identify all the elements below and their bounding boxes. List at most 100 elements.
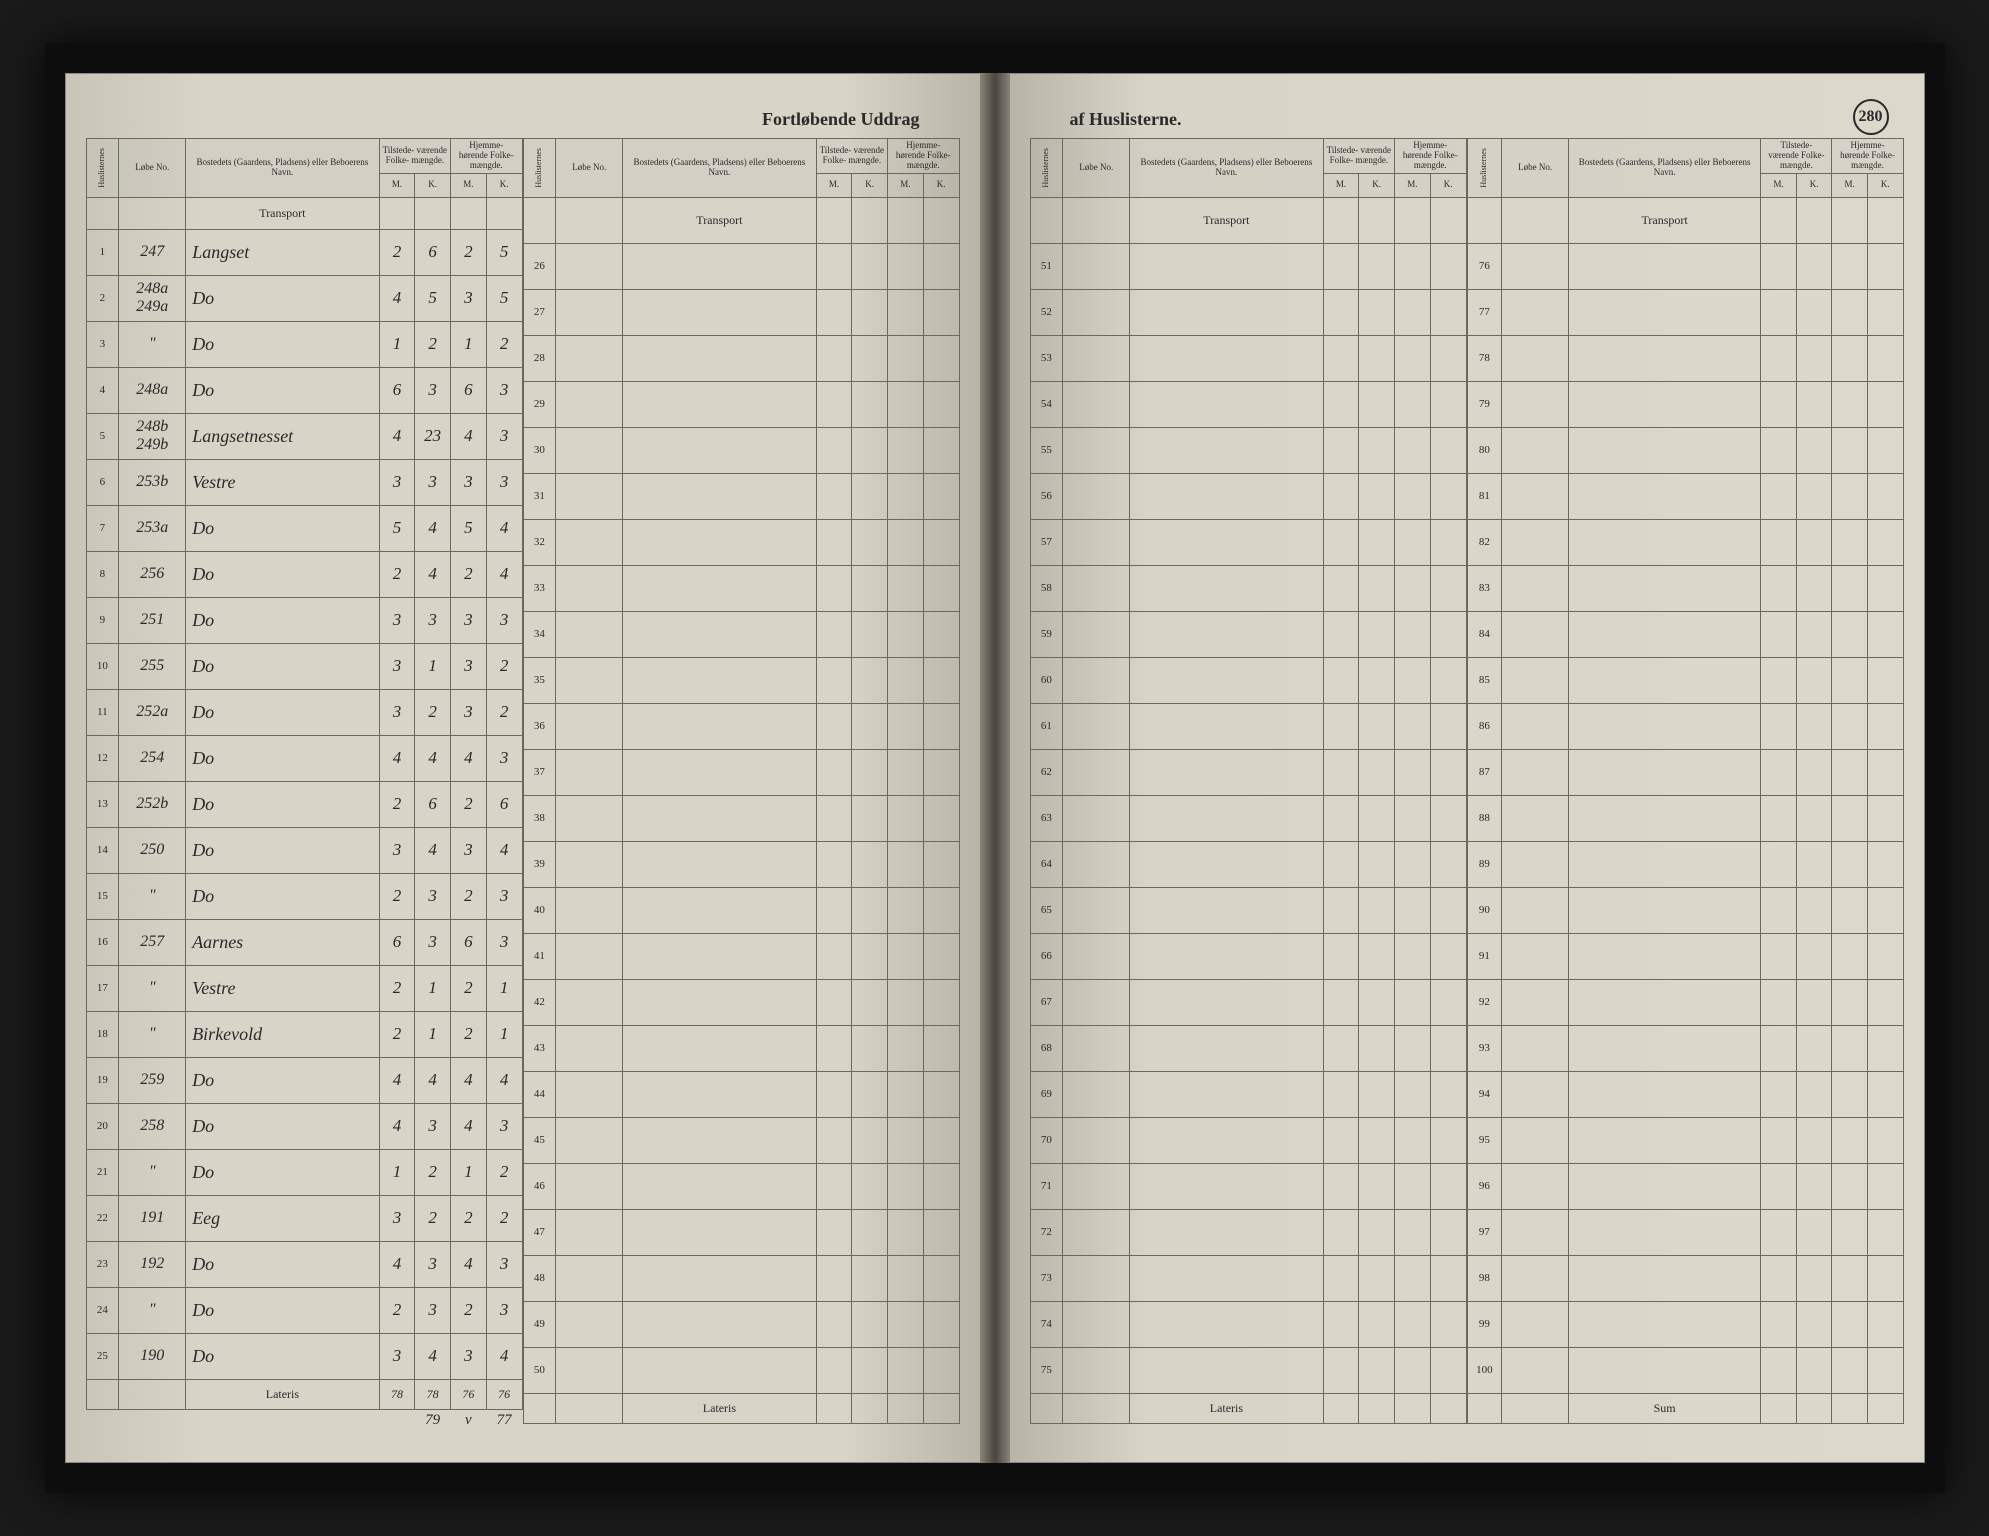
tk bbox=[852, 1025, 888, 1071]
hk bbox=[1430, 1071, 1466, 1117]
lateris-row: Lateris bbox=[1030, 1393, 1466, 1423]
bosted-name bbox=[1130, 1163, 1323, 1209]
hk bbox=[1867, 427, 1903, 473]
row-num: 69 bbox=[1030, 1071, 1063, 1117]
bosted-name bbox=[623, 1347, 816, 1393]
hm bbox=[888, 933, 924, 979]
tm: 2 bbox=[379, 551, 415, 597]
row-num: 10 bbox=[86, 643, 119, 689]
row-num: 59 bbox=[1030, 611, 1063, 657]
lobe-no bbox=[556, 933, 623, 979]
bosted-name bbox=[1568, 519, 1760, 565]
col-tilstede: Tilstede- værende Folke- mængde. bbox=[379, 139, 450, 174]
lobe-no bbox=[556, 473, 623, 519]
table-row: 73 bbox=[1030, 1255, 1466, 1301]
hm bbox=[1832, 427, 1868, 473]
below-row: 79 v 77 bbox=[86, 1409, 522, 1431]
tm: 1 bbox=[379, 321, 415, 367]
hk: 4 bbox=[486, 827, 522, 873]
hm bbox=[1832, 933, 1868, 979]
row-num: 47 bbox=[523, 1209, 556, 1255]
table-row: 29 bbox=[523, 381, 959, 427]
row-num: 71 bbox=[1030, 1163, 1063, 1209]
lobe-no bbox=[1502, 1025, 1569, 1071]
bosted-name bbox=[623, 1301, 816, 1347]
tk bbox=[852, 611, 888, 657]
tk bbox=[1796, 979, 1832, 1025]
hm bbox=[1832, 749, 1868, 795]
tk: 6 bbox=[415, 229, 451, 275]
hk bbox=[1430, 1163, 1466, 1209]
hk bbox=[923, 243, 959, 289]
table-row: 39 bbox=[523, 841, 959, 887]
row-num: 63 bbox=[1030, 795, 1063, 841]
tm bbox=[1761, 427, 1797, 473]
lobe-no: 247 bbox=[119, 229, 186, 275]
lobe-no bbox=[1502, 795, 1569, 841]
lobe-no: 248a bbox=[119, 367, 186, 413]
hm: 6 bbox=[451, 919, 487, 965]
lateris-label: Lateris bbox=[1130, 1393, 1323, 1423]
book-spread: Fortløbende Uddrag Huslisternes Løbe No.… bbox=[45, 43, 1945, 1493]
table-row: 22191Eeg3222 bbox=[86, 1195, 522, 1241]
tk bbox=[852, 243, 888, 289]
hk bbox=[923, 1117, 959, 1163]
tm bbox=[1323, 1025, 1359, 1071]
hm bbox=[888, 703, 924, 749]
col-m: M. bbox=[1832, 173, 1868, 197]
bosted-name bbox=[623, 519, 816, 565]
lobe-no bbox=[556, 427, 623, 473]
tm bbox=[1323, 657, 1359, 703]
row-num: 88 bbox=[1467, 795, 1502, 841]
bosted-name bbox=[1568, 565, 1760, 611]
hk bbox=[1430, 565, 1466, 611]
tk bbox=[1796, 1071, 1832, 1117]
row-num: 78 bbox=[1467, 335, 1502, 381]
tk bbox=[1359, 887, 1395, 933]
table-row: 67 bbox=[1030, 979, 1466, 1025]
lobe-no bbox=[1502, 657, 1569, 703]
lobe-no bbox=[556, 841, 623, 887]
tk bbox=[1359, 1163, 1395, 1209]
table-row: 98 bbox=[1467, 1255, 1903, 1301]
bosted-name bbox=[1130, 795, 1323, 841]
bosted-name: Do bbox=[186, 735, 379, 781]
tm: 2 bbox=[379, 1287, 415, 1333]
bosted-name bbox=[623, 473, 816, 519]
tm: 3 bbox=[379, 1333, 415, 1379]
tk bbox=[1796, 1347, 1832, 1393]
row-num: 61 bbox=[1030, 703, 1063, 749]
hm: 6 bbox=[451, 367, 487, 413]
table-row: 57 bbox=[1030, 519, 1466, 565]
bosted-name: Do bbox=[186, 781, 379, 827]
table-row: 83 bbox=[1467, 565, 1903, 611]
row-num: 76 bbox=[1467, 243, 1502, 289]
col-bosted: Bostedets (Gaardens, Pladsens) eller Beb… bbox=[1568, 139, 1760, 198]
row-num: 44 bbox=[523, 1071, 556, 1117]
lobe-no: " bbox=[119, 965, 186, 1011]
tk bbox=[852, 1347, 888, 1393]
tk bbox=[852, 1255, 888, 1301]
hm bbox=[1832, 1209, 1868, 1255]
hk bbox=[1430, 887, 1466, 933]
bosted-name bbox=[1568, 1255, 1760, 1301]
table-row: 92 bbox=[1467, 979, 1903, 1025]
tk bbox=[852, 335, 888, 381]
row-num: 100 bbox=[1467, 1347, 1502, 1393]
hm bbox=[888, 289, 924, 335]
bosted-name bbox=[623, 657, 816, 703]
bosted-name: Vestre bbox=[186, 459, 379, 505]
tm: 6 bbox=[379, 919, 415, 965]
table-row: 3"Do1212 bbox=[86, 321, 522, 367]
lobe-no bbox=[1502, 1163, 1569, 1209]
col-m: M. bbox=[888, 173, 924, 197]
lobe-no: 255 bbox=[119, 643, 186, 689]
row-num: 94 bbox=[1467, 1071, 1502, 1117]
hk bbox=[1430, 933, 1466, 979]
tm: 3 bbox=[379, 459, 415, 505]
row-num: 57 bbox=[1030, 519, 1063, 565]
hm: 2 bbox=[451, 551, 487, 597]
table-row: 49 bbox=[523, 1301, 959, 1347]
hk bbox=[923, 519, 959, 565]
tm: 4 bbox=[379, 1057, 415, 1103]
